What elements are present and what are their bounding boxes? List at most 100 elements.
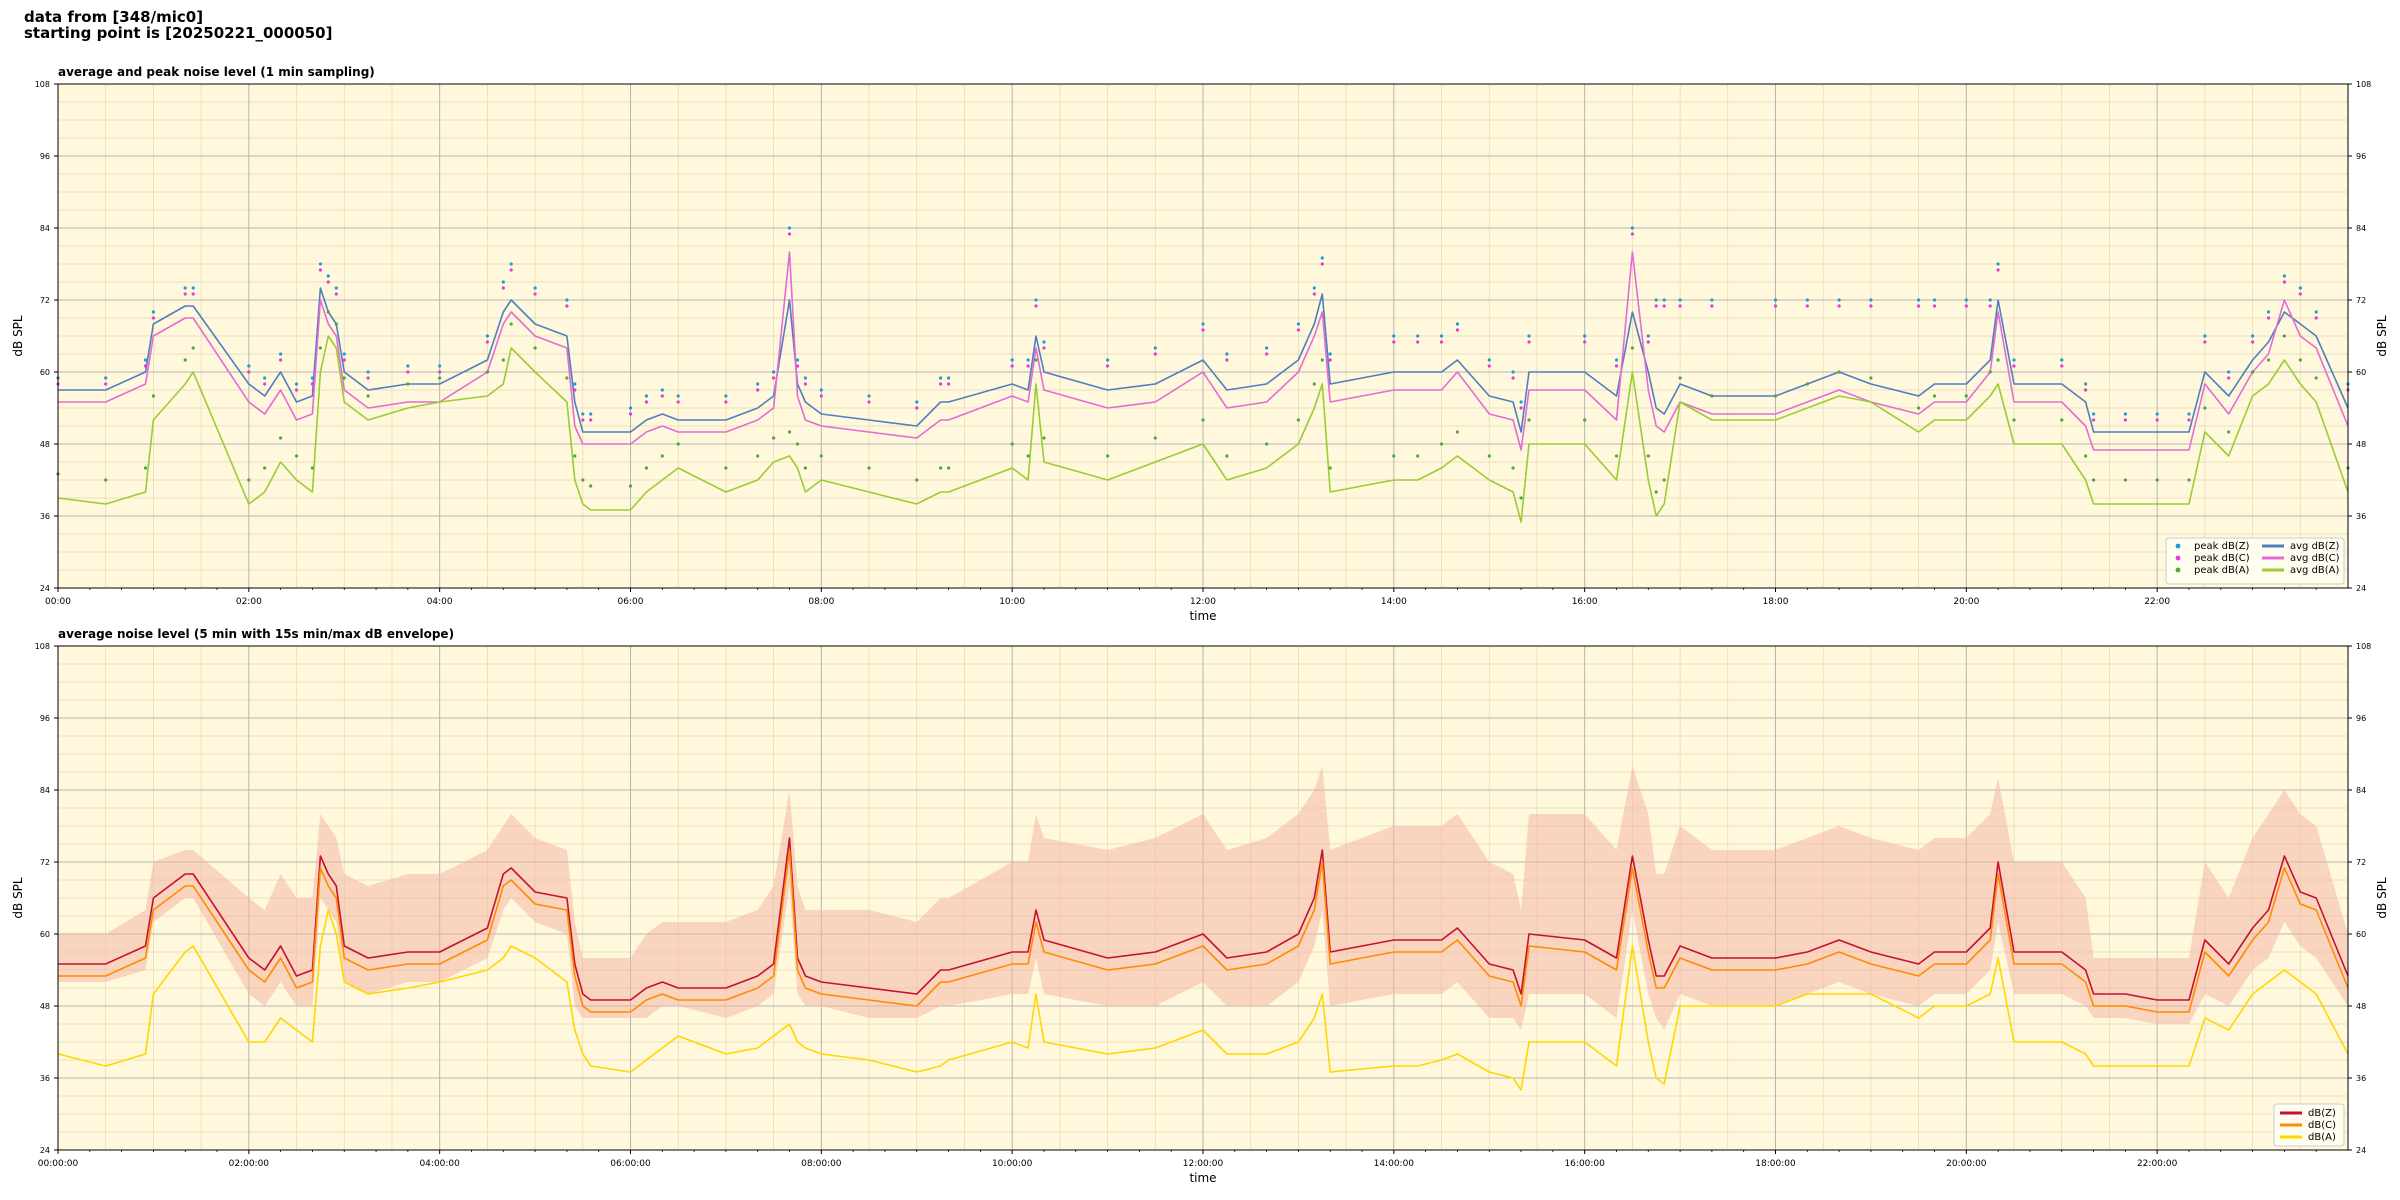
point-peak-db-z- — [2060, 358, 2064, 362]
legend-marker — [2175, 567, 2181, 573]
point-peak-db-a- — [1654, 490, 1658, 494]
point-peak-db-z- — [1106, 358, 1110, 362]
point-peak-db-a- — [644, 466, 649, 470]
point-peak-db-z- — [1487, 358, 1491, 362]
point-peak-db-c- — [628, 412, 633, 416]
point-peak-db-c- — [676, 400, 680, 404]
point-peak-db-a- — [2298, 358, 2302, 362]
y-axis-label: dB SPL — [11, 877, 25, 919]
y-tick-label: 60 — [2356, 368, 2366, 377]
point-peak-db-c- — [565, 304, 569, 308]
point-peak-db-c- — [406, 370, 410, 374]
point-peak-db-z- — [406, 364, 410, 368]
point-peak-db-a- — [581, 478, 585, 482]
point-peak-db-z- — [1869, 298, 1873, 302]
point-peak-db-a- — [2314, 376, 2318, 380]
x-tick-label: 22:00 — [2144, 597, 2170, 607]
point-peak-db-z- — [1964, 298, 1968, 302]
point-peak-db-a- — [1026, 454, 1030, 458]
point-peak-db-a- — [915, 478, 919, 482]
y-tick-label: 72 — [2356, 296, 2366, 305]
point-peak-db-a- — [191, 346, 195, 350]
point-peak-db-z- — [581, 412, 585, 416]
y-tick-label: 72 — [40, 296, 50, 305]
point-peak-db-a- — [533, 346, 537, 350]
y-tick-label: 84 — [2356, 224, 2366, 233]
point-peak-db-a- — [279, 436, 283, 440]
point-peak-db-a- — [143, 466, 148, 470]
point-peak-db-c- — [1996, 268, 2000, 272]
point-peak-db-a- — [1710, 394, 1714, 398]
point-peak-db-z- — [1010, 358, 1014, 362]
y-tick-label: 48 — [40, 440, 50, 449]
point-peak-db-z- — [787, 226, 792, 230]
point-peak-db-a- — [2012, 418, 2016, 422]
point-peak-db-c- — [1153, 352, 1157, 356]
point-peak-db-a- — [406, 382, 410, 386]
point-peak-db-z- — [151, 310, 155, 314]
point-peak-db-a- — [104, 478, 108, 482]
x-tick-label: 08:00:00 — [801, 1159, 842, 1169]
point-peak-db-c- — [509, 268, 513, 272]
point-peak-db-a- — [2123, 478, 2127, 482]
point-peak-db-c- — [2092, 418, 2096, 422]
y-tick-label: 84 — [40, 224, 50, 233]
point-peak-db-a- — [1487, 454, 1491, 458]
point-peak-db-c- — [1328, 358, 1332, 362]
point-peak-db-a- — [787, 430, 792, 434]
y-tick-label: 96 — [40, 714, 50, 723]
point-peak-db-c- — [326, 280, 330, 284]
point-peak-db-z- — [1519, 400, 1523, 404]
x-axis-label: time — [1189, 609, 1216, 623]
point-peak-db-c- — [279, 358, 283, 362]
point-peak-db-z- — [772, 370, 776, 374]
series-line-db-a- — [57, 909, 2349, 1091]
point-peak-db-z- — [1917, 298, 1921, 302]
point-peak-db-c- — [939, 382, 943, 386]
legend-label: peak dB(A) — [2194, 565, 2250, 576]
point-peak-db-c- — [2227, 376, 2231, 380]
point-peak-db-a- — [589, 484, 593, 488]
point-peak-db-z- — [1201, 322, 1205, 326]
point-peak-db-a- — [438, 376, 442, 380]
point-peak-db-c- — [294, 388, 299, 392]
point-peak-db-c- — [1662, 304, 1666, 308]
point-peak-db-z- — [676, 394, 680, 398]
point-peak-db-c- — [1225, 358, 1229, 362]
point-peak-db-z- — [2251, 334, 2255, 338]
point-peak-db-c- — [660, 394, 664, 398]
point-peak-db-c- — [151, 316, 155, 320]
point-peak-db-z- — [1710, 298, 1714, 302]
point-peak-db-z- — [342, 352, 346, 356]
legend-label: peak dB(C) — [2194, 553, 2250, 564]
y-tick-label: 96 — [2356, 152, 2366, 161]
point-peak-db-c- — [573, 388, 577, 392]
point-peak-db-z- — [485, 334, 489, 338]
legend-box — [2165, 537, 2345, 585]
x-tick-label: 06:00 — [618, 597, 644, 607]
point-peak-db-c- — [342, 358, 346, 362]
point-peak-db-a- — [1034, 358, 1038, 362]
point-peak-db-a- — [151, 394, 155, 398]
point-peak-db-z- — [1328, 352, 1332, 356]
point-peak-db-a- — [676, 442, 680, 446]
point-peak-db-a- — [183, 358, 187, 362]
point-peak-db-z- — [247, 364, 251, 368]
point-peak-db-c- — [1511, 376, 1515, 380]
point-peak-db-a- — [2251, 370, 2255, 374]
x-axis-label: time — [1189, 1171, 1216, 1185]
point-peak-db-c- — [1392, 340, 1396, 344]
point-peak-db-a- — [1042, 436, 1046, 440]
point-peak-db-c- — [1034, 304, 1038, 308]
point-peak-db-a- — [1630, 346, 1634, 350]
point-peak-db-c- — [2266, 316, 2271, 320]
point-peak-db-c- — [803, 382, 808, 386]
point-peak-db-a- — [1869, 376, 1873, 380]
y-tick-label: 96 — [40, 152, 50, 161]
point-peak-db-a- — [247, 478, 251, 482]
point-peak-db-z- — [2203, 334, 2207, 338]
point-peak-db-a- — [947, 466, 951, 470]
point-peak-db-c- — [2123, 418, 2127, 422]
point-peak-db-c- — [533, 292, 537, 296]
point-peak-db-c- — [143, 364, 148, 368]
